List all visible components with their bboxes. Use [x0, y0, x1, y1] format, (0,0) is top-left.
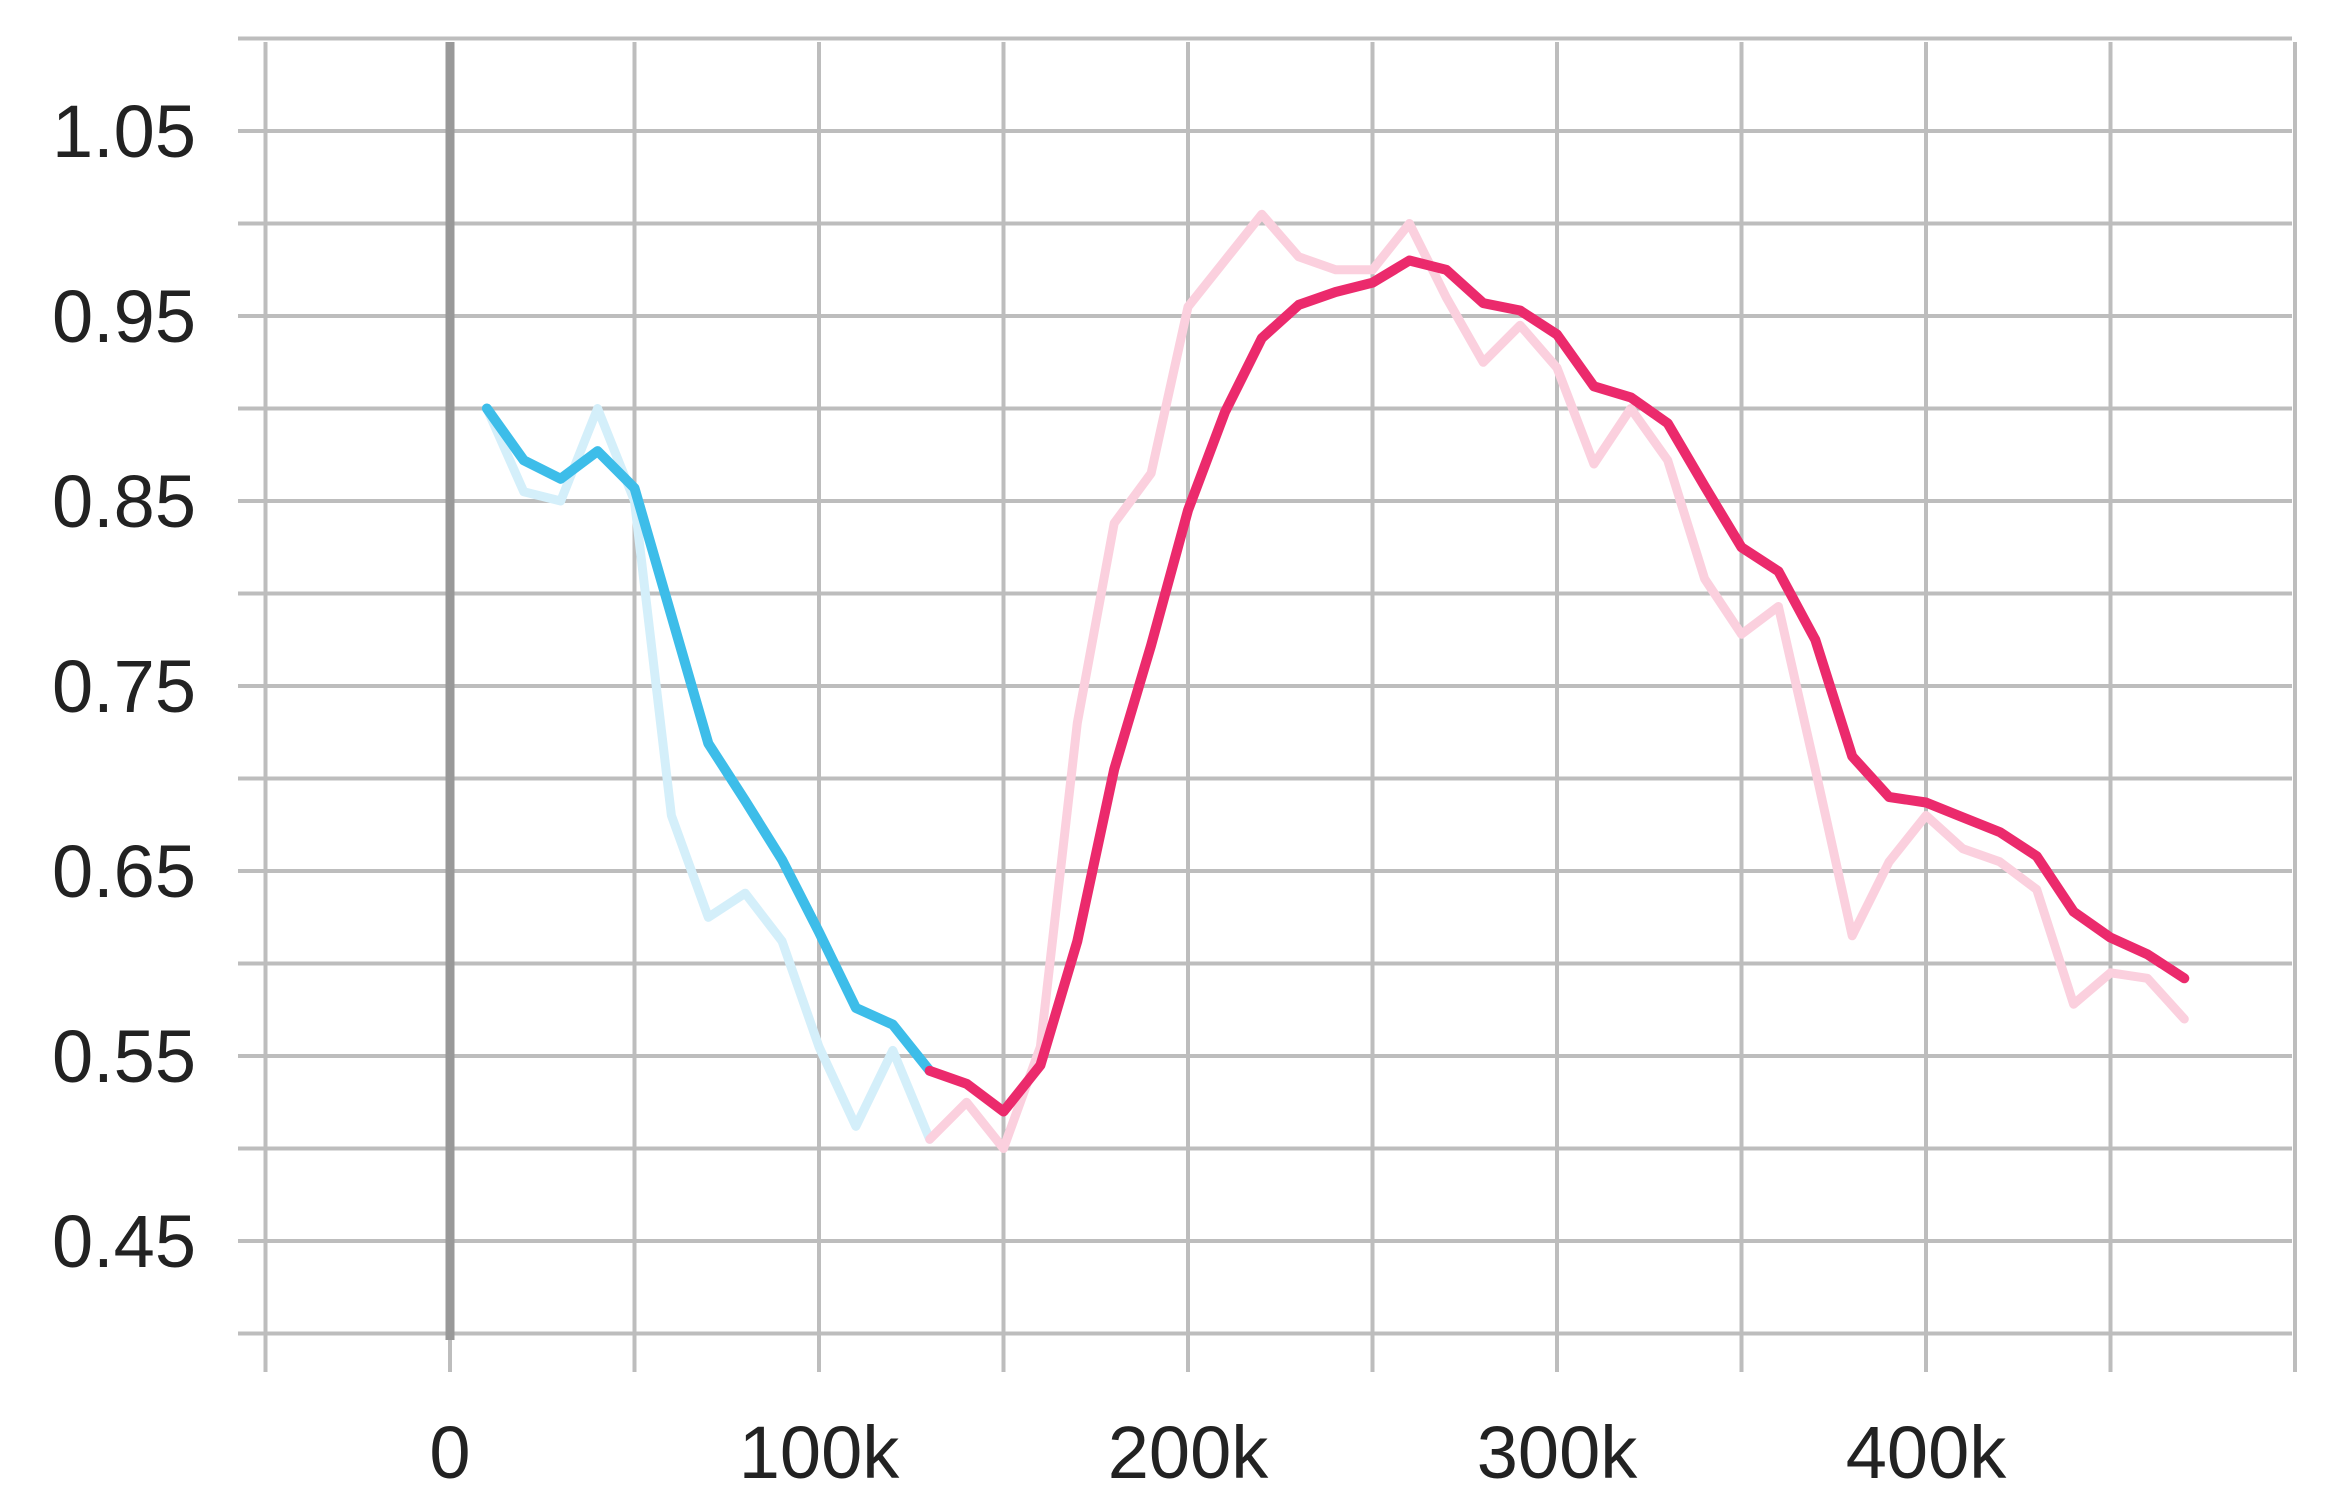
grid-lines — [238, 36, 2297, 1372]
x-tick-label: 400k — [1846, 1411, 2007, 1493]
smoothed-series-line-1 — [481, 403, 935, 1076]
y-tick-label: 1.05 — [52, 90, 196, 173]
raw-series-line-2 — [925, 209, 2189, 1153]
x-tick-label: 0 — [429, 1411, 470, 1493]
raw-series-lines — [482, 209, 2189, 1153]
x-tick-label: 300k — [1477, 1411, 1638, 1493]
y-axis-tick-labels: 0.45 0.55 0.65 0.75 0.85 0.95 1.05 — [52, 90, 196, 1283]
y-tick-label: 0.45 — [52, 1200, 196, 1283]
smoothed-series-lines — [481, 255, 2190, 1117]
x-tick-label: 200k — [1108, 1411, 1269, 1493]
y-tick-label: 0.75 — [52, 645, 196, 728]
y-tick-label: 0.85 — [52, 460, 196, 543]
smoothed-series-line-2 — [924, 255, 2190, 1117]
x-tick-label: 100k — [739, 1411, 900, 1493]
y-tick-label: 0.65 — [52, 830, 196, 913]
x-axis-tick-labels: 0 100k 200k 300k 400k — [429, 1411, 2007, 1493]
y-tick-label: 0.55 — [52, 1015, 196, 1098]
raw-series-line-1 — [482, 404, 935, 1144]
y-tick-label: 0.95 — [52, 275, 196, 358]
